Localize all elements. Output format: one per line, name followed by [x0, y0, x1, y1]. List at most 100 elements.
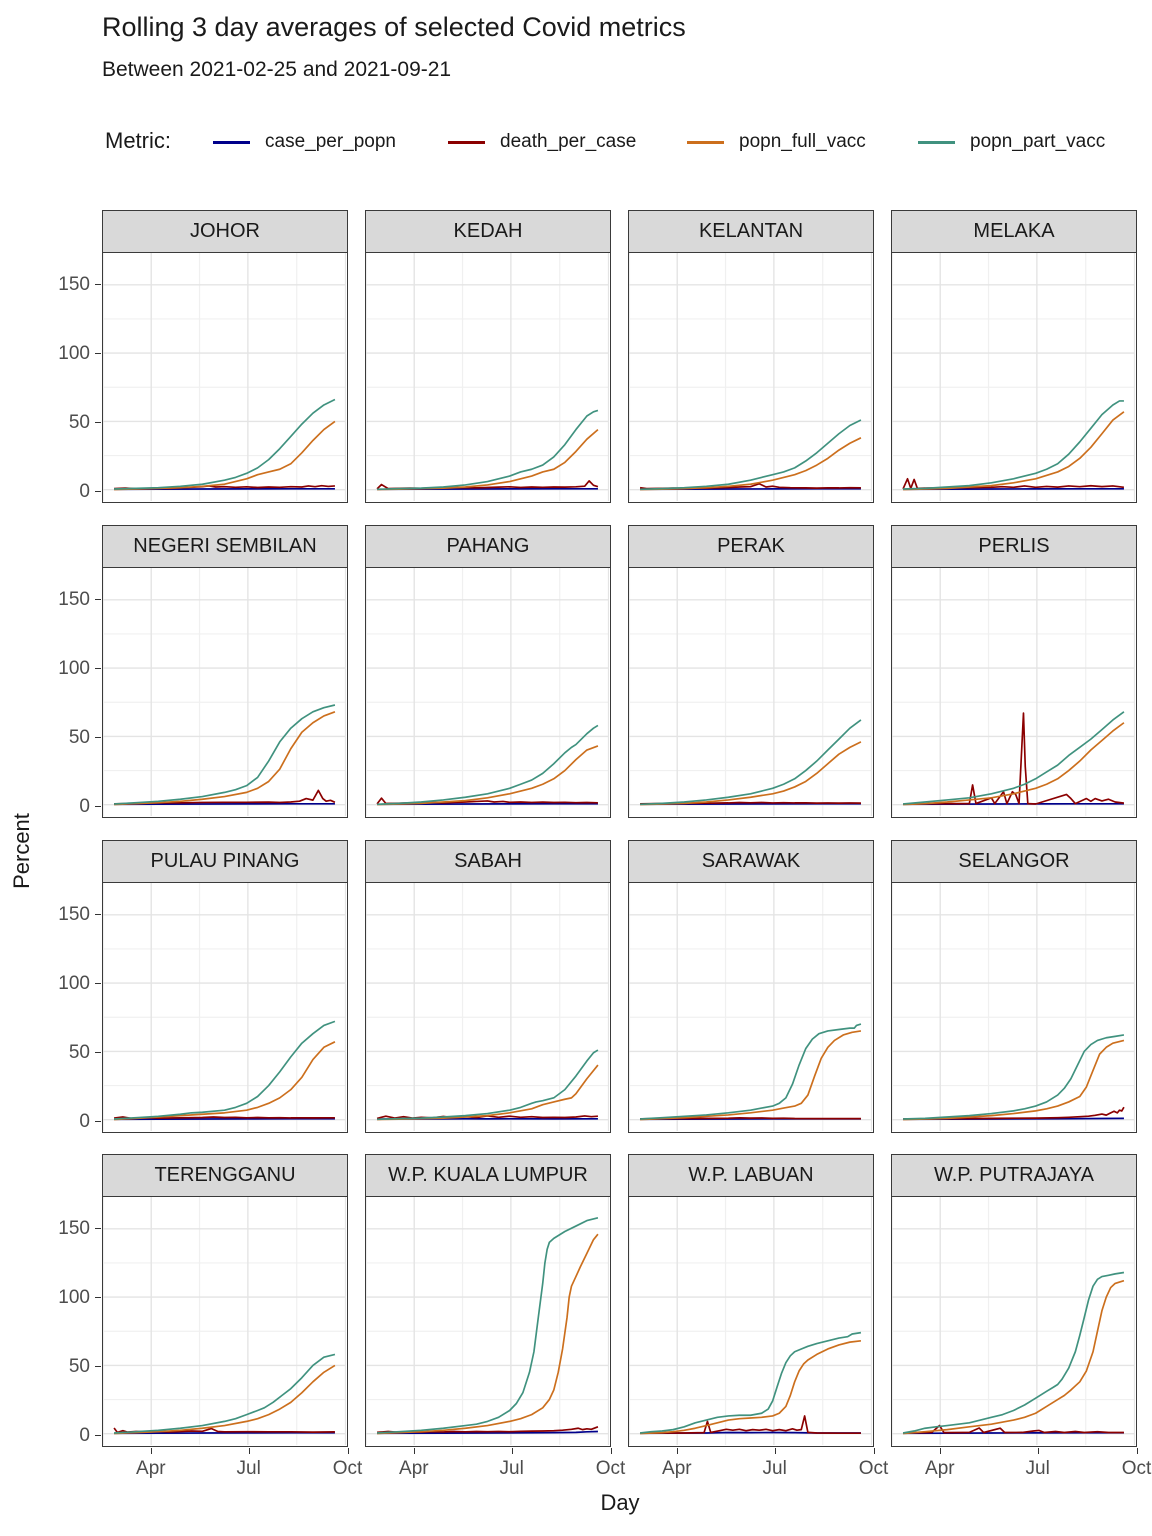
- y-tick-mark: [95, 490, 101, 492]
- x-tick-mark: [150, 1448, 152, 1454]
- y-tick-label: 0: [79, 795, 90, 817]
- facet-title: PULAU PINANG: [150, 850, 300, 872]
- line-popn-part-vacc: [114, 1020, 336, 1120]
- y-tick-mark: [95, 1296, 101, 1298]
- y-axis-title: Percent: [9, 813, 34, 889]
- y-tick-mark: [95, 284, 101, 286]
- y-tick-mark: [95, 982, 101, 984]
- facet-strip: TERENGGANU: [102, 1154, 348, 1197]
- line-death-per-case: [903, 712, 1125, 806]
- line-popn-part-vacc: [377, 1217, 599, 1434]
- legend-label: case_per_popn: [265, 131, 396, 152]
- y-tick-label: 50: [68, 726, 90, 748]
- facet-title: TERENGGANU: [154, 1164, 296, 1186]
- facet-title: SELANGOR: [958, 850, 1070, 872]
- x-tick-mark: [939, 1448, 941, 1454]
- facet-title: PERAK: [717, 535, 785, 557]
- facet-terengganu: TERENGGANU: [102, 1154, 348, 1447]
- y-tick-label: 50: [68, 411, 90, 433]
- x-tick-label: Oct: [1121, 1458, 1152, 1479]
- y-tick-mark: [95, 1365, 101, 1367]
- facet-strip: PERAK: [628, 525, 874, 568]
- line-popn-full-vacc: [640, 1030, 862, 1121]
- facet-sarawak: SARAWAK: [628, 840, 874, 1133]
- y-tick-mark: [95, 914, 101, 916]
- facet-w-p-putrajaya: W.P. PUTRAJAYA: [891, 1154, 1137, 1447]
- y-tick-label: 100: [58, 972, 90, 994]
- facet-panel: [102, 883, 348, 1133]
- line-popn-part-vacc: [114, 398, 336, 490]
- line-death-per-case: [903, 1424, 1124, 1434]
- line-death-per-case: [640, 1415, 861, 1435]
- legend-key-line: [213, 141, 250, 144]
- x-tick-mark: [1136, 1448, 1138, 1454]
- facet-panel: [365, 883, 611, 1133]
- facet-strip: SARAWAK: [628, 840, 874, 883]
- y-tick-mark: [95, 421, 101, 423]
- facet-panel: [102, 568, 348, 818]
- line-popn-full-vacc: [903, 722, 1125, 806]
- line-popn-full-vacc: [377, 1064, 599, 1121]
- facet-kelantan: KELANTAN: [628, 210, 874, 503]
- line-popn-part-vacc: [903, 1034, 1125, 1120]
- line-popn-full-vacc: [640, 437, 862, 491]
- legend-label: popn_part_vacc: [970, 131, 1106, 152]
- y-tick-mark: [95, 1228, 101, 1230]
- facet-strip: KELANTAN: [628, 210, 874, 253]
- x-tick-mark: [873, 1448, 875, 1454]
- legend-label: death_per_case: [500, 131, 637, 152]
- legend: Metric: case_per_popn death_per_case popn_…: [0, 128, 1152, 158]
- chart-subtitle: Between 2021-02-25 and 2021-09-21: [102, 58, 452, 81]
- line-popn-full-vacc: [640, 1340, 862, 1435]
- legend-title: Metric:: [105, 128, 171, 153]
- facet-strip: KEDAH: [365, 210, 611, 253]
- x-tick-label: Jul: [762, 1458, 787, 1479]
- line-death-per-case: [902, 477, 1125, 490]
- x-tick-label: Jul: [499, 1458, 524, 1479]
- x-tick-label: Apr: [662, 1458, 692, 1479]
- y-tick-mark: [95, 805, 101, 807]
- line-popn-full-vacc: [114, 1364, 336, 1435]
- line-popn-part-vacc: [902, 1271, 1125, 1434]
- legend-key-line: [448, 141, 485, 144]
- facet-title: W.P. PUTRAJAYA: [933, 1164, 1095, 1186]
- x-tick-mark: [413, 1448, 415, 1454]
- facet-panel: [891, 883, 1137, 1133]
- x-tick-mark: [610, 1448, 612, 1454]
- line-popn-part-vacc: [114, 1353, 336, 1434]
- facet-negeri-sembilan: NEGERI SEMBILAN: [102, 525, 348, 818]
- facet-panel: [891, 1197, 1137, 1447]
- line-popn-part-vacc: [377, 1049, 599, 1121]
- facet-strip: SABAH: [365, 840, 611, 883]
- x-tick-label: Apr: [136, 1458, 166, 1479]
- facet-strip: JOHOR: [102, 210, 348, 253]
- x-tick-mark: [248, 1448, 250, 1454]
- line-popn-part-vacc: [114, 704, 336, 805]
- line-popn-full-vacc: [114, 1041, 336, 1121]
- x-tick-mark: [676, 1448, 678, 1454]
- line-popn-full-vacc: [903, 1039, 1125, 1121]
- facet-panel: [628, 1197, 874, 1447]
- y-tick-label: 0: [79, 480, 90, 502]
- facet-strip: PAHANG: [365, 525, 611, 568]
- facet-strip: PULAU PINANG: [102, 840, 348, 883]
- y-tick-label: 150: [58, 589, 90, 611]
- facet-strip: W.P. KUALA LUMPUR: [365, 1154, 611, 1197]
- line-popn-full-vacc: [114, 711, 336, 806]
- y-tick-label: 50: [68, 1041, 90, 1063]
- x-tick-label: Apr: [925, 1458, 955, 1479]
- y-tick-label: 0: [79, 1110, 90, 1132]
- line-popn-full-vacc: [377, 1233, 599, 1435]
- facet-w-p-labuan: W.P. LABUAN: [628, 1154, 874, 1447]
- x-tick-label: Jul: [1025, 1458, 1050, 1479]
- line-popn-part-vacc: [377, 409, 599, 491]
- y-tick-label: 150: [58, 274, 90, 296]
- y-tick-mark: [95, 1434, 101, 1436]
- facet-panel: [365, 1197, 611, 1447]
- y-tick-mark: [95, 1120, 101, 1122]
- line-popn-part-vacc: [639, 1331, 862, 1434]
- facet-strip: MELAKA: [891, 210, 1137, 253]
- x-tick-label: Apr: [399, 1458, 429, 1479]
- y-tick-label: 100: [58, 657, 90, 679]
- y-tick-label: 100: [58, 1286, 90, 1308]
